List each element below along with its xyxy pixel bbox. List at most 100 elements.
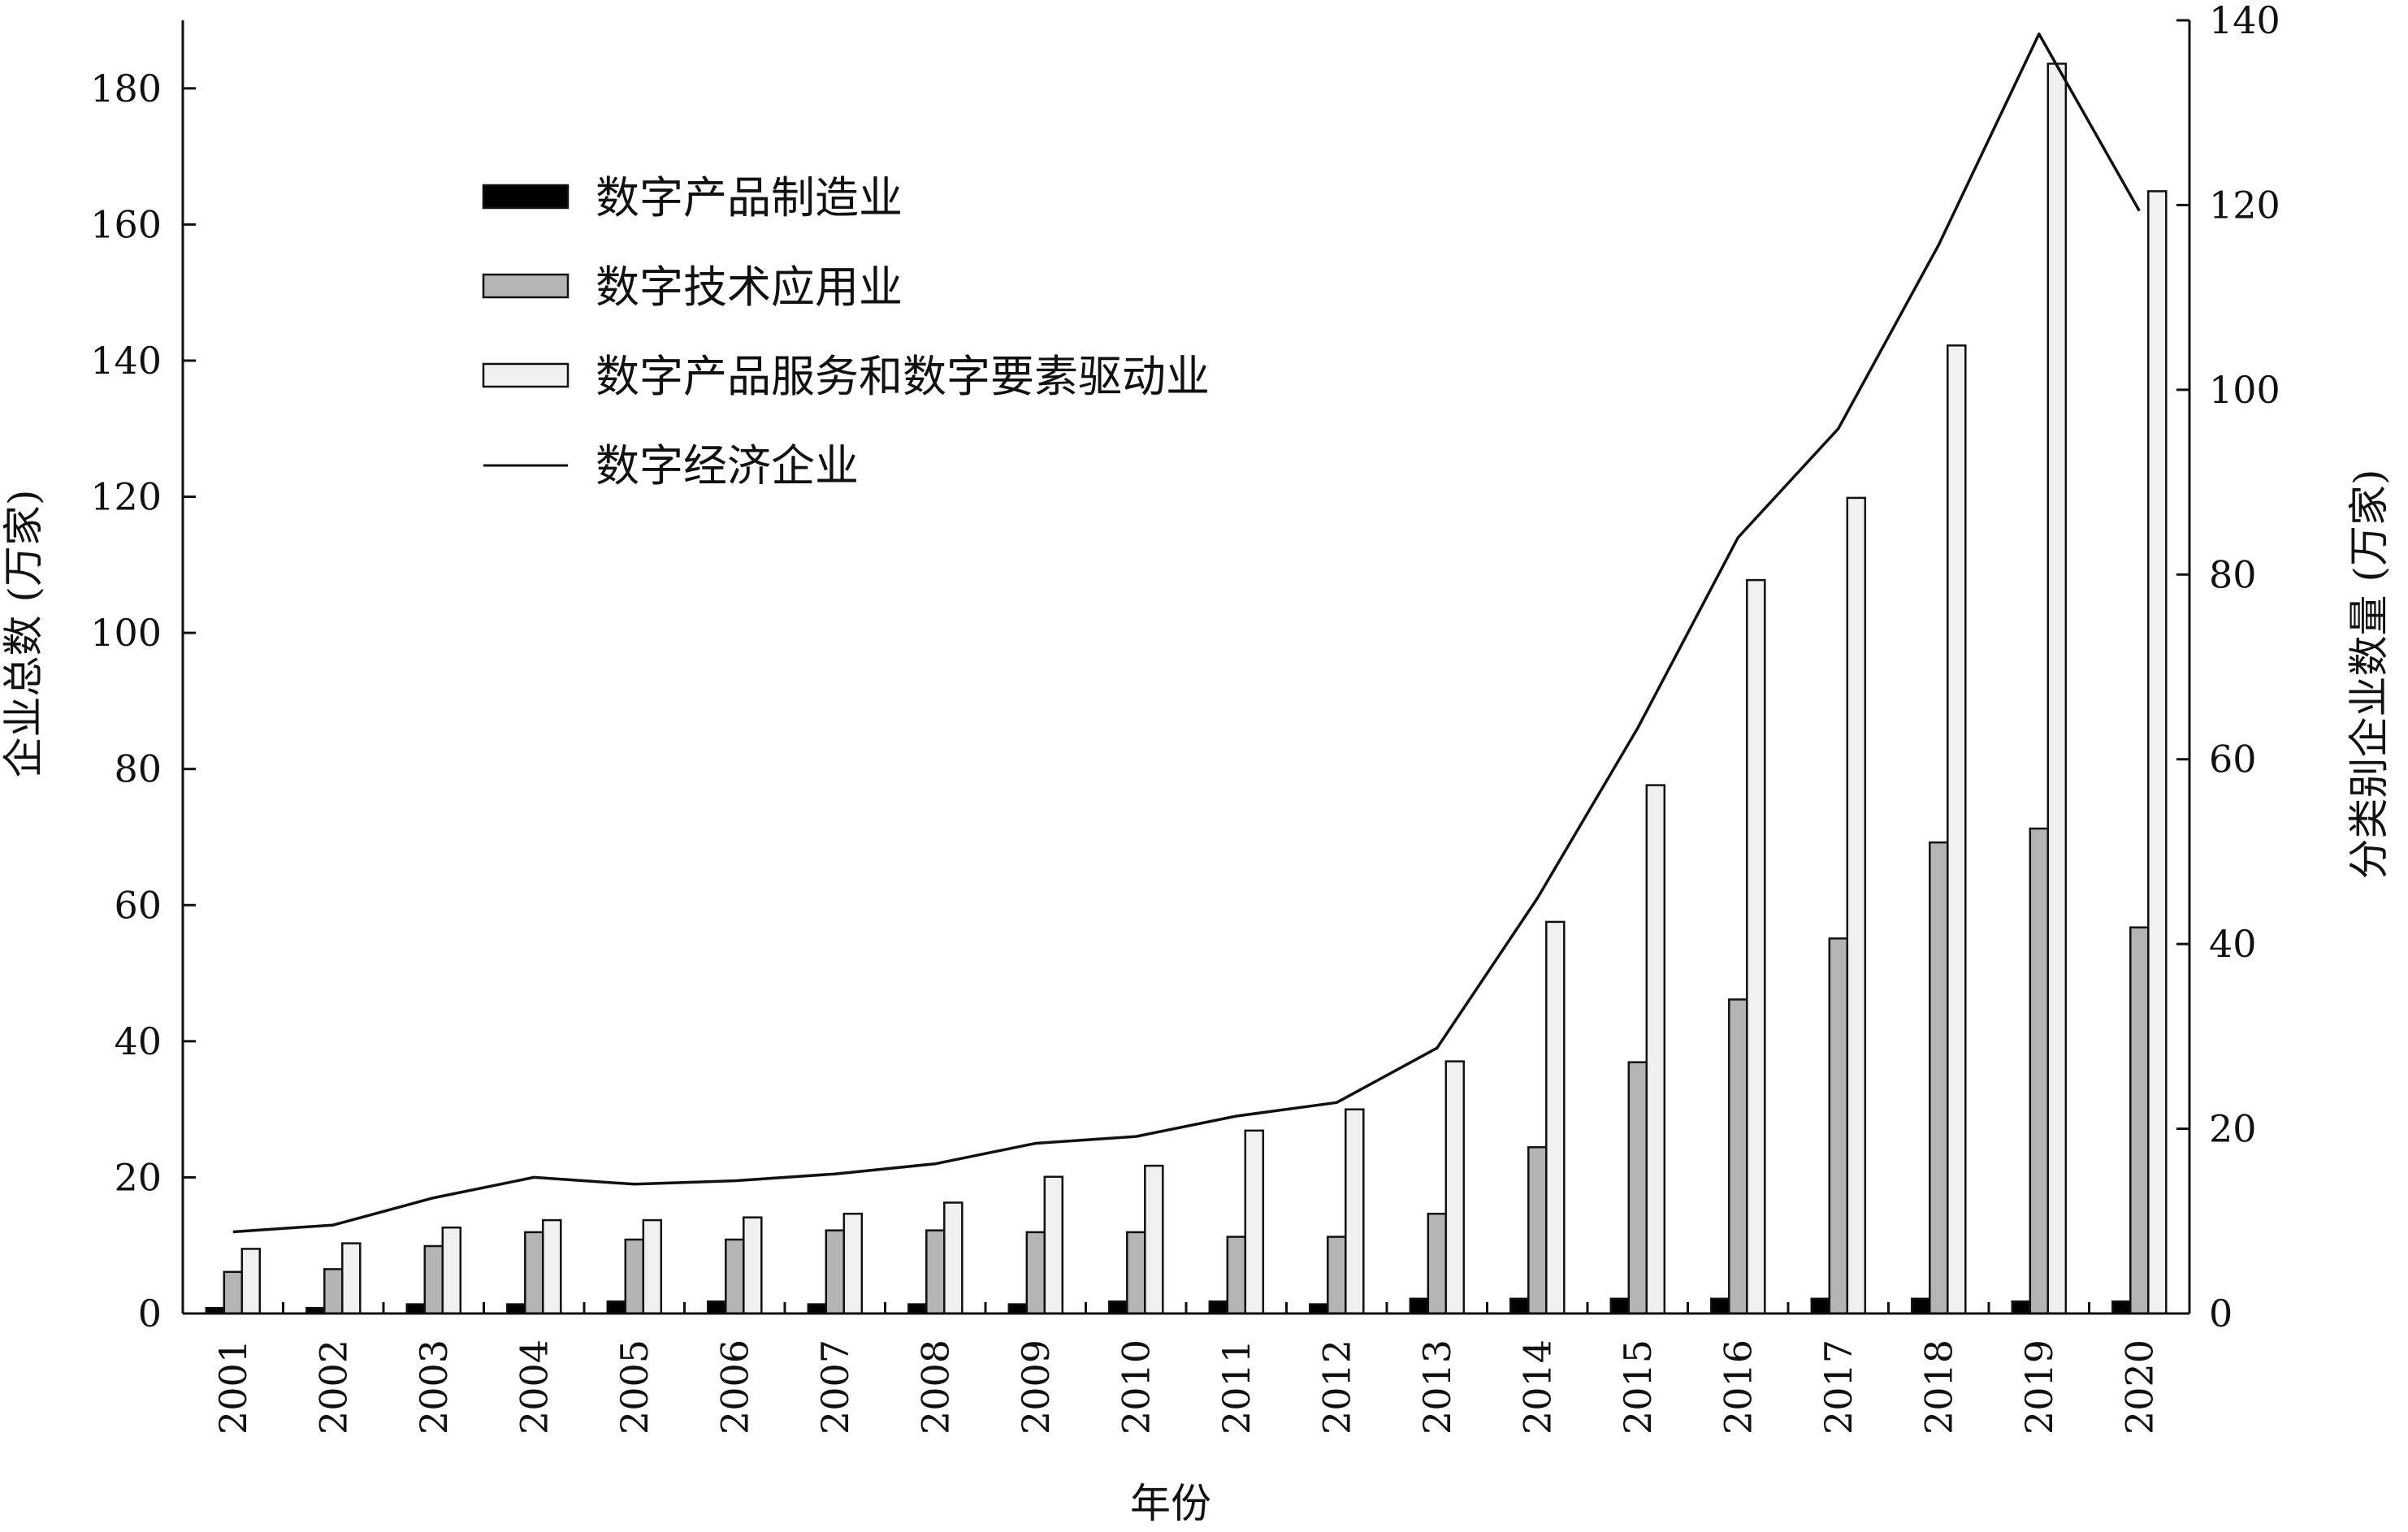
- x-tick-label: 2014: [1515, 1339, 1559, 1435]
- right-tick-label: 140: [2209, 0, 2280, 42]
- x-tick-label: 2016: [1716, 1339, 1760, 1435]
- legend-swatch-tech-application: [482, 273, 570, 299]
- left-tick-label: 20: [114, 1155, 162, 1199]
- bar-2-2010: [1126, 1231, 1146, 1315]
- x-tick-label: 2020: [2117, 1339, 2161, 1435]
- bar-3-2005: [642, 1218, 663, 1315]
- left-axis-title: 企业总数 (万家): [0, 490, 47, 778]
- bar-1-2009: [1007, 1303, 1029, 1315]
- bar-2-2016: [1728, 998, 1748, 1315]
- x-tick-label: 2001: [211, 1339, 255, 1435]
- bar-1-2012: [1309, 1303, 1329, 1315]
- bar-3-2015: [1645, 784, 1666, 1315]
- left-tick-label: 120: [90, 475, 162, 519]
- bar-2-2008: [925, 1229, 946, 1315]
- bar-1-2003: [405, 1303, 427, 1315]
- bar-3-2018: [1947, 344, 1967, 1315]
- bar-2-2004: [524, 1231, 544, 1315]
- x-tick-label: 2013: [1415, 1339, 1459, 1435]
- legend: 数字产品制造业 数字技术应用业 数字产品服务和数字要素驱动业 数字经济企业: [482, 172, 1210, 491]
- bar-2-2015: [1627, 1061, 1648, 1315]
- left-tick-label: 60: [114, 883, 162, 927]
- bar-1-2017: [1810, 1297, 1831, 1315]
- bar-2-2006: [725, 1238, 745, 1315]
- bar-1-2020: [2111, 1300, 2132, 1315]
- bar-3-2001: [240, 1248, 262, 1315]
- x-tick-label: 2011: [1215, 1339, 1258, 1435]
- x-tick-label: 2017: [1817, 1339, 1860, 1435]
- bar-3-2012: [1345, 1108, 1365, 1315]
- bar-1-2016: [1710, 1297, 1730, 1315]
- line-digital-economy: [232, 32, 2141, 1234]
- right-tick-label: 20: [2209, 1107, 2257, 1151]
- bar-2-2012: [1327, 1236, 1347, 1315]
- right-tick-label: 0: [2209, 1292, 2233, 1335]
- left-tick-label: 160: [90, 202, 162, 246]
- bar-1-2004: [506, 1303, 526, 1315]
- x-tick-label: 2019: [2017, 1339, 2061, 1435]
- x-tick-label: 2005: [613, 1339, 656, 1435]
- x-tick-label: 2010: [1114, 1339, 1158, 1435]
- legend-label-product-services: 数字产品服务和数字要素驱动业: [596, 351, 1210, 402]
- legend-label-manufacturing: 数字产品制造业: [596, 172, 903, 223]
- right-tick-label: 100: [2209, 368, 2280, 412]
- x-tick-label: 2007: [813, 1339, 857, 1435]
- left-tick-label: 0: [138, 1292, 162, 1335]
- bar-1-2007: [807, 1303, 828, 1315]
- bar-2-2020: [2129, 926, 2150, 1315]
- bar-3-2020: [2147, 190, 2168, 1315]
- bar-3-2009: [1043, 1175, 1064, 1315]
- bar-3-2007: [842, 1212, 864, 1315]
- bar-2-2003: [423, 1244, 444, 1315]
- bar-3-2017: [1846, 496, 1867, 1315]
- bar-2-2019: [2029, 827, 2050, 1315]
- bar-3-2010: [1144, 1164, 1164, 1315]
- line-layer: [232, 32, 2141, 1234]
- x-tick-label: 2009: [1014, 1339, 1058, 1435]
- bar-1-2010: [1108, 1300, 1128, 1315]
- bar-3-2019: [2046, 63, 2068, 1315]
- legend-label-digital-economy: 数字经济企业: [596, 440, 859, 491]
- bar-3-2013: [1444, 1060, 1466, 1315]
- x-tick-label: 2002: [311, 1339, 355, 1435]
- bar-3-2011: [1244, 1129, 1265, 1315]
- bar-3-2016: [1746, 578, 1766, 1315]
- bar-1-2013: [1409, 1297, 1430, 1315]
- bar-1-2018: [1911, 1297, 1931, 1315]
- bar-2-2011: [1226, 1236, 1247, 1315]
- bar-3-2008: [943, 1201, 964, 1315]
- right-axis-ticks: 0 20 40 60 80 100 120 140: [2176, 0, 2280, 1335]
- bar-3-2004: [542, 1218, 562, 1315]
- bar-2-2018: [1929, 841, 1949, 1315]
- bar-2-2002: [323, 1268, 344, 1315]
- bar-3-2014: [1545, 920, 1566, 1315]
- right-axis-title: 分类别企业数量 (万家): [2345, 470, 2393, 880]
- right-tick-label: 80: [2209, 552, 2257, 596]
- legend-label-tech-application: 数字技术应用业: [596, 262, 903, 313]
- x-tick-label: 2004: [512, 1339, 556, 1435]
- axes-layer: [181, 20, 2191, 1315]
- x-tick-label: 2015: [1616, 1339, 1660, 1435]
- bar-2-2007: [825, 1229, 846, 1315]
- right-tick-label: 60: [2209, 738, 2257, 781]
- right-tick-label: 40: [2209, 922, 2257, 966]
- right-tick-label: 120: [2209, 183, 2280, 227]
- bar-1-2019: [2011, 1300, 2032, 1315]
- x-tick-label: 2018: [1916, 1339, 1960, 1435]
- bar-1-2006: [707, 1300, 727, 1315]
- x-tick-label: 2003: [412, 1339, 456, 1435]
- bar-3-2003: [441, 1226, 462, 1315]
- bar-2-2005: [624, 1238, 645, 1315]
- legend-swatch-manufacturing: [482, 184, 570, 210]
- bar-1-2015: [1609, 1297, 1631, 1315]
- x-tick-label: 2006: [712, 1339, 756, 1435]
- bar-1-2008: [907, 1303, 928, 1315]
- bar-2-2017: [1828, 937, 1849, 1315]
- bars-layer: [205, 63, 2168, 1315]
- left-tick-label: 180: [90, 67, 162, 110]
- x-tick-label: 2008: [913, 1339, 957, 1435]
- x-axis-ticks: 2001 2002 2003 2004 2005 2006 2007 2008 2009 2010…: [181, 1302, 2191, 1435]
- bar-2-2009: [1025, 1231, 1046, 1315]
- bar-1-2011: [1208, 1300, 1229, 1315]
